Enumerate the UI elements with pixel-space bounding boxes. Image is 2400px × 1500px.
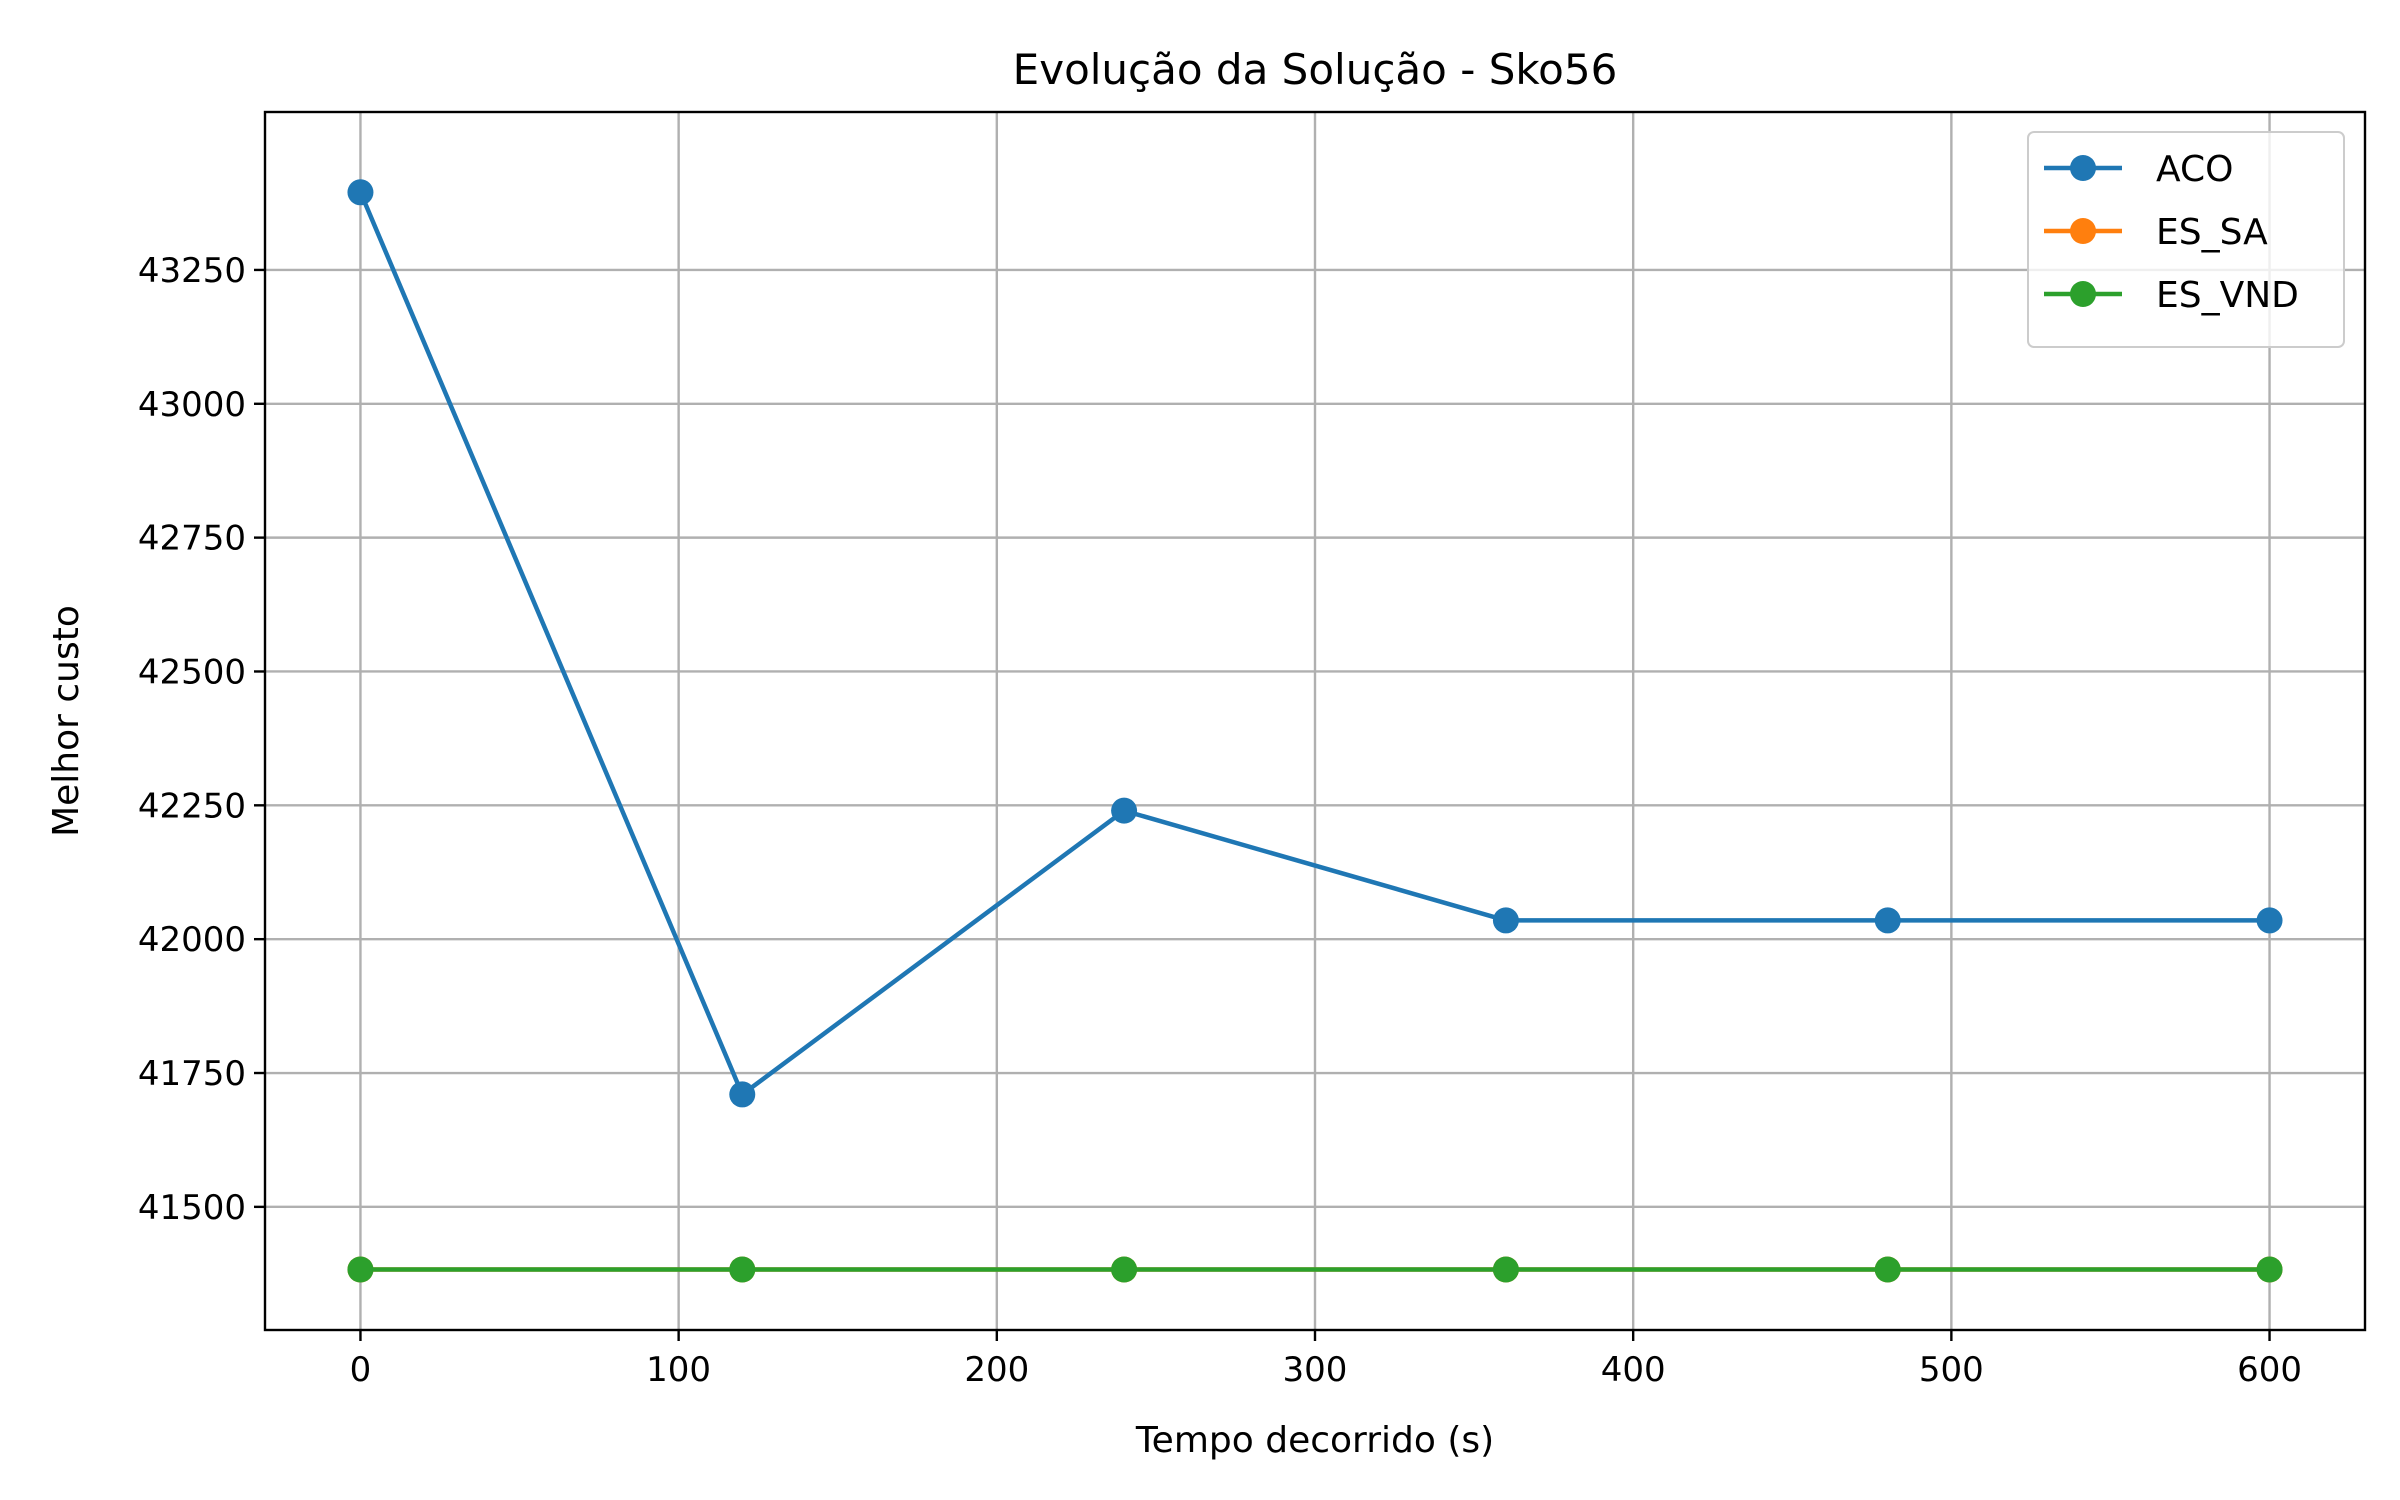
y-tick-label: 42250 <box>138 786 246 826</box>
legend-item: ES_VND <box>2044 275 2299 316</box>
y-tick-label: 42000 <box>138 920 246 960</box>
x-tick-label: 200 <box>964 1350 1029 1390</box>
y-tick-label: 42750 <box>138 519 246 559</box>
y-axis-label: Melhor custo <box>46 605 87 837</box>
data-point <box>729 1256 756 1283</box>
data-point <box>1111 797 1138 824</box>
series-aco <box>347 179 2283 1108</box>
data-point <box>729 1081 756 1108</box>
series-line <box>357 189 2272 1097</box>
legend-label: ES_SA <box>2156 212 2268 253</box>
x-tick-label: 0 <box>350 1350 372 1390</box>
legend-marker <box>2070 281 2096 307</box>
data-point <box>1111 1256 1138 1283</box>
x-tick-label: 400 <box>1601 1350 1666 1390</box>
y-tick-label: 42500 <box>138 652 246 692</box>
y-tick-label: 41500 <box>138 1188 246 1228</box>
ticks: 0 100 200 300 400 500 600 41500 41750 42000 42250 4… <box>138 251 2302 1390</box>
data-point <box>2256 907 2283 934</box>
legend: ACO ES_SA ES_VND <box>2027 131 2345 348</box>
data-point <box>1874 907 1901 934</box>
x-axis-label: Tempo decorrido (s) <box>1135 1420 1494 1461</box>
data-point <box>1874 1256 1901 1283</box>
data-point <box>1492 1256 1519 1283</box>
legend-label: ES_VND <box>2156 275 2299 316</box>
legend-item: ACO <box>2044 149 2233 190</box>
y-tick-label: 43250 <box>138 251 246 291</box>
series-es-vnd <box>347 1256 2283 1283</box>
x-tick-label: 600 <box>2237 1350 2302 1390</box>
data-point <box>347 1256 374 1283</box>
x-tick-label: 500 <box>1919 1350 1984 1390</box>
y-tick-label: 41750 <box>138 1054 246 1094</box>
x-tick-label: 300 <box>1283 1350 1348 1390</box>
data-point <box>2256 1256 2283 1283</box>
series-layer <box>347 179 2283 1283</box>
legend-item: ES_SA <box>2044 212 2268 253</box>
grid <box>265 112 2365 1330</box>
legend-label: ACO <box>2156 149 2233 190</box>
chart-title: Evolução da Solução - Sko56 <box>1013 45 1618 94</box>
y-tick-label: 43000 <box>138 385 246 425</box>
data-point <box>1492 907 1519 934</box>
legend-marker <box>2070 218 2096 244</box>
legend-marker <box>2070 155 2096 181</box>
x-tick-label: 100 <box>646 1350 711 1390</box>
data-point <box>347 179 374 206</box>
